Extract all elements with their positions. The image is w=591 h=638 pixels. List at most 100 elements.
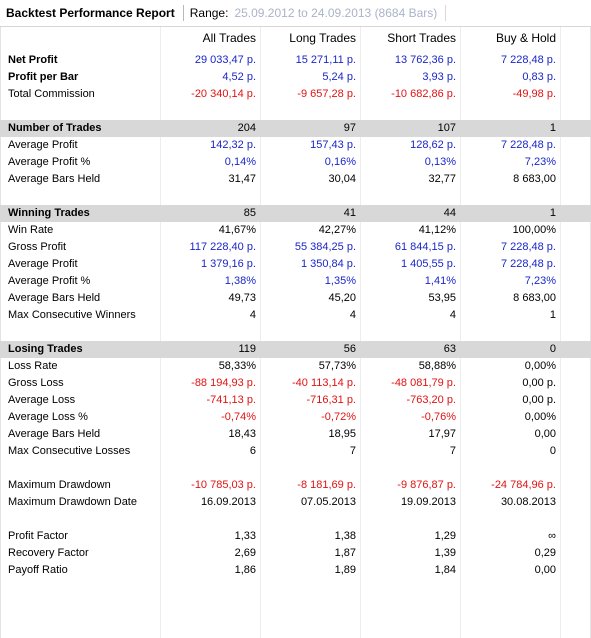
- row-value: 13 762,36 p.: [394, 54, 456, 66]
- row-label: Losing Trades: [8, 343, 83, 355]
- row-value: -0,72%: [321, 411, 356, 423]
- section-header-row: Winning Trades 85 41 44 1: [0, 205, 591, 222]
- row-value: -10 785,03 p.: [191, 479, 256, 491]
- row-value: 7: [449, 445, 456, 457]
- column-divider: [460, 27, 461, 638]
- row-label: Number of Trades: [8, 122, 102, 134]
- row-label: Profit Factor: [8, 530, 68, 542]
- row-label: Average Loss: [8, 394, 76, 406]
- column-header-long-trades: Long Trades: [289, 31, 356, 45]
- row-value: 4,52 p.: [222, 71, 256, 83]
- row-value: 85: [243, 207, 256, 219]
- table-row: Payoff Ratio 1,86 1,89 1,84 0,00: [0, 562, 591, 579]
- row-label: Loss Rate: [8, 360, 58, 372]
- table-row: Recovery Factor 2,69 1,87 1,39 0,29: [0, 545, 591, 562]
- row-value: 7,23%: [524, 156, 556, 168]
- row-value: 0,00 p.: [522, 377, 556, 389]
- row-value: 7 228,48 p.: [500, 139, 556, 151]
- table-row: Average Bars Held 31,47 30,04 32,77 8 683,00: [0, 171, 591, 188]
- table-row: Net Profit 29 033,47 p. 15 271,11 p. 13 762…: [0, 52, 591, 69]
- row-label: Average Profit %: [8, 275, 91, 287]
- row-label: Gross Loss: [8, 377, 64, 389]
- row-value: 1,38%: [224, 275, 256, 287]
- report-header: Backtest Performance Report Range: 25.09…: [0, 0, 591, 27]
- table-row: Maximum Drawdown Date 16.09.2013 07.05.201…: [0, 494, 591, 511]
- row-value: 0,00: [534, 564, 556, 576]
- row-value: -88 194,93 p.: [191, 377, 256, 389]
- row-label: Net Profit: [8, 54, 58, 66]
- table-row: Average Profit 1 379,16 p. 1 350,84 p. 1 40…: [0, 256, 591, 273]
- table-row: Gross Profit 117 228,40 p. 55 384,25 p. 61 …: [0, 239, 591, 256]
- row-value: 16.09.2013: [200, 496, 256, 508]
- table-row: Gross Loss -88 194,93 p. -40 113,14 p. -48 …: [0, 375, 591, 392]
- row-value: 1: [549, 309, 556, 321]
- row-value: 1 405,55 p.: [400, 258, 456, 270]
- table-row: Average Profit % 1,38% 1,35% 1,41% 7,23%: [0, 273, 591, 290]
- table-row: Profit Factor 1,33 1,38 1,29 ∞: [0, 528, 591, 545]
- row-value: 63: [443, 343, 456, 355]
- row-label: Max Consecutive Winners: [8, 309, 136, 321]
- section-header-row: Number of Trades 204 97 107 1: [0, 120, 591, 137]
- row-value: 0,13%: [424, 156, 456, 168]
- row-value: 107: [437, 122, 456, 134]
- row-value: 1,29: [434, 530, 456, 542]
- row-label: Win Rate: [8, 224, 54, 236]
- row-value: -0,76%: [421, 411, 456, 423]
- row-value: 1 350,84 p.: [300, 258, 356, 270]
- row-value: 0,83 p.: [522, 71, 556, 83]
- column-divider: [160, 27, 161, 638]
- row-value: 157,43 p.: [310, 139, 356, 151]
- row-value: -9 657,28 p.: [297, 88, 356, 100]
- row-value: -763,20 p.: [406, 394, 456, 406]
- row-value: 4: [349, 309, 356, 321]
- row-value: 142,32 p.: [210, 139, 256, 151]
- row-label: Profit per Bar: [8, 71, 79, 83]
- row-value: -9 876,87 p.: [397, 479, 456, 491]
- row-value: 1 379,16 p.: [200, 258, 256, 270]
- row-value: 42,27%: [318, 224, 356, 236]
- row-label: Average Bars Held: [8, 173, 101, 185]
- row-value: 2,69: [234, 547, 256, 559]
- row-value: -40 113,14 p.: [291, 377, 356, 389]
- row-value: 58,88%: [418, 360, 456, 372]
- range-value: 25.09.2012 to 24.09.2013 (8684 Bars): [234, 6, 438, 20]
- table-row: Loss Rate 58,33% 57,73% 58,88% 0,00%: [0, 358, 591, 375]
- row-value: 4: [249, 309, 256, 321]
- row-label: Total Commission: [8, 88, 95, 100]
- row-value: 07.05.2013: [300, 496, 356, 508]
- row-value: 31,47: [228, 173, 256, 185]
- table-row: Average Profit % 0,14% 0,16% 0,13% 7,23%: [0, 154, 591, 171]
- row-value: 0,29: [534, 547, 556, 559]
- row-value: 0,00: [534, 428, 556, 440]
- row-label: Average Profit %: [8, 156, 91, 168]
- row-value: 0: [549, 445, 556, 457]
- row-value: 0,00 p.: [522, 394, 556, 406]
- row-value: 30,04: [328, 173, 356, 185]
- row-value: 41,12%: [418, 224, 456, 236]
- row-value: 1,35%: [324, 275, 356, 287]
- row-value: 49,73: [228, 292, 256, 304]
- row-value: 55 384,25 p.: [294, 241, 356, 253]
- table-row: Maximum Drawdown -10 785,03 p. -8 181,69 p…: [0, 477, 591, 494]
- row-label: Average Profit: [8, 258, 78, 270]
- row-value: 44: [443, 207, 456, 219]
- header-separator: [182, 5, 184, 21]
- row-label: Recovery Factor: [8, 547, 89, 559]
- row-value: 1: [549, 122, 556, 134]
- row-value: 45,20: [328, 292, 356, 304]
- table-row: Average Profit 142,32 p. 157,43 p. 128,62 p…: [0, 137, 591, 154]
- row-value: -20 340,14 p.: [191, 88, 256, 100]
- row-label: Average Bars Held: [8, 428, 101, 440]
- row-label: Payoff Ratio: [8, 564, 68, 576]
- row-value: 1,39: [434, 547, 456, 559]
- row-value: -716,31 p.: [306, 394, 356, 406]
- row-value: 57,73%: [318, 360, 356, 372]
- column-divider: [360, 27, 361, 638]
- table-row: Max Consecutive Losses 6 7 7 0: [0, 443, 591, 460]
- range-label: Range:: [189, 6, 229, 20]
- row-value: 8 683,00: [513, 292, 556, 304]
- column-header-all-trades: All Trades: [202, 31, 256, 45]
- row-value: 1,84: [434, 564, 456, 576]
- row-value: 3,93 p.: [422, 71, 456, 83]
- row-label: Maximum Drawdown Date: [8, 496, 137, 508]
